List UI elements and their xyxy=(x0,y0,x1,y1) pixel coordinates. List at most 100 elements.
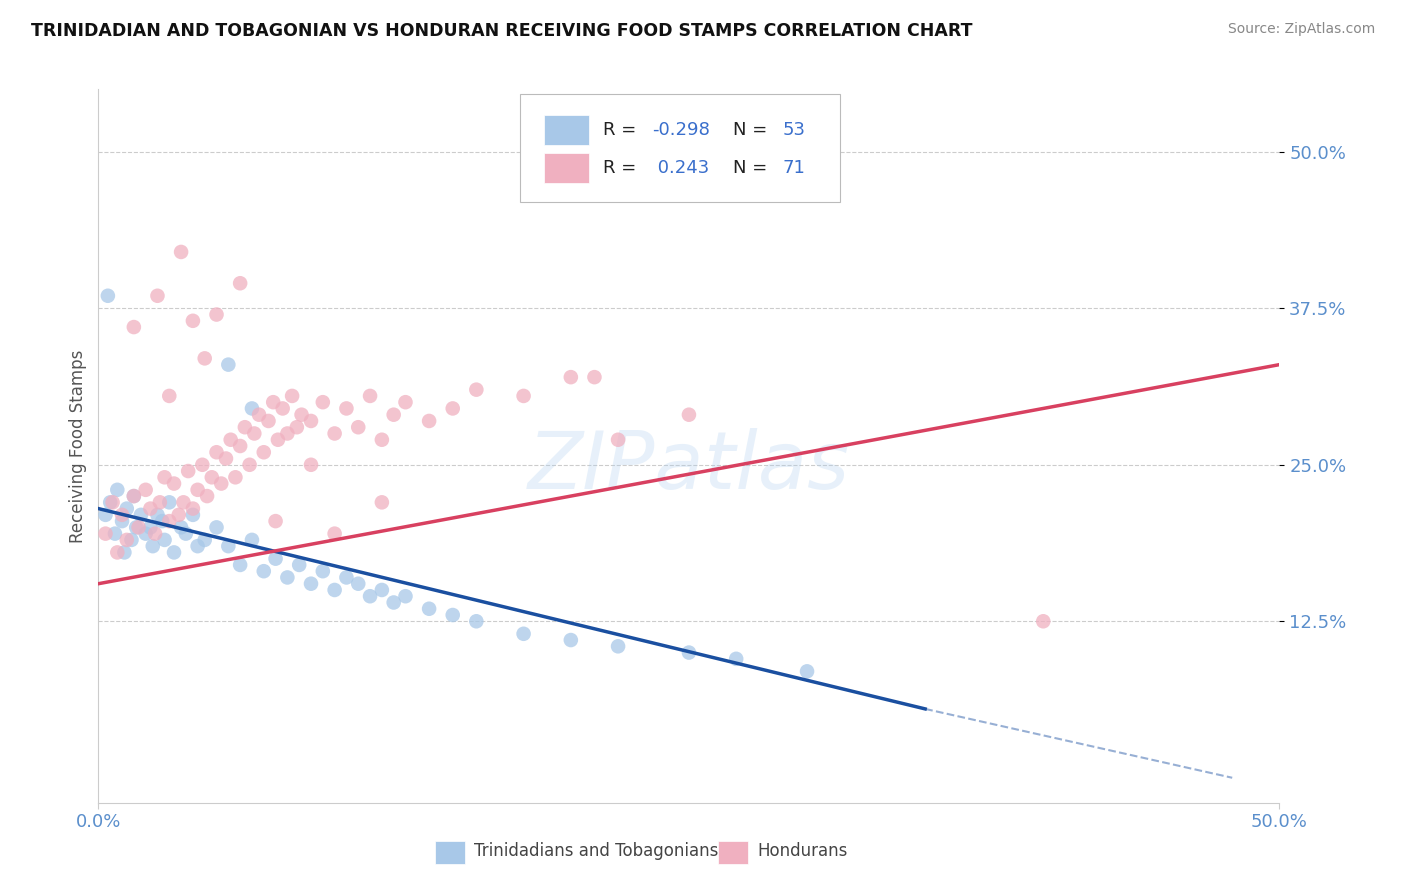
Point xyxy=(153,533,176,547)
Point xyxy=(195,489,218,503)
Point xyxy=(725,652,748,666)
Point xyxy=(607,640,630,654)
Point xyxy=(94,508,117,522)
Point xyxy=(335,570,357,584)
Point xyxy=(125,520,148,534)
Point xyxy=(174,526,197,541)
Point xyxy=(111,508,134,522)
Point xyxy=(177,464,200,478)
Point xyxy=(247,408,270,422)
Point xyxy=(264,551,287,566)
Point xyxy=(143,526,166,541)
Point xyxy=(299,414,322,428)
Point xyxy=(371,495,394,509)
Point xyxy=(135,483,157,497)
Point xyxy=(233,420,256,434)
Point xyxy=(153,470,176,484)
Point xyxy=(382,595,405,609)
Point xyxy=(678,646,700,660)
Point xyxy=(796,665,818,679)
Point xyxy=(418,601,440,615)
Point xyxy=(128,520,150,534)
Text: 53: 53 xyxy=(782,121,806,139)
Point xyxy=(257,414,280,428)
Point xyxy=(335,401,357,416)
Y-axis label: Receiving Food Stamps: Receiving Food Stamps xyxy=(69,350,87,542)
Point xyxy=(146,508,169,522)
Point xyxy=(239,458,262,472)
Point xyxy=(122,489,145,503)
Text: Hondurans: Hondurans xyxy=(758,842,848,860)
Point xyxy=(97,289,120,303)
Point xyxy=(371,433,394,447)
Point xyxy=(678,408,700,422)
Point xyxy=(299,576,322,591)
Point xyxy=(98,495,121,509)
Text: N =: N = xyxy=(733,121,773,139)
Point xyxy=(240,533,263,547)
Point xyxy=(205,445,228,459)
Point xyxy=(105,545,128,559)
Point xyxy=(205,308,228,322)
Point xyxy=(271,401,294,416)
Text: R =: R = xyxy=(603,159,641,177)
Point xyxy=(94,526,117,541)
Point xyxy=(229,277,252,291)
Point xyxy=(101,495,124,509)
Point xyxy=(181,508,204,522)
Point xyxy=(382,408,405,422)
Text: R =: R = xyxy=(603,121,641,139)
Point xyxy=(264,514,287,528)
Point xyxy=(371,582,394,597)
Point xyxy=(359,589,381,603)
Point xyxy=(163,545,186,559)
Text: Trinidadians and Tobagonians: Trinidadians and Tobagonians xyxy=(474,842,718,860)
Point xyxy=(194,533,217,547)
Point xyxy=(209,476,232,491)
Point xyxy=(191,458,214,472)
Point xyxy=(441,607,464,622)
Text: ZIPatlas: ZIPatlas xyxy=(527,428,851,507)
Point xyxy=(299,458,322,472)
Point xyxy=(139,501,162,516)
Point xyxy=(288,558,311,572)
Text: 0.243: 0.243 xyxy=(652,159,710,177)
Text: TRINIDADIAN AND TOBAGONIAN VS HONDURAN RECEIVING FOOD STAMPS CORRELATION CHART: TRINIDADIAN AND TOBAGONIAN VS HONDURAN R… xyxy=(31,22,973,40)
Point xyxy=(115,501,138,516)
FancyBboxPatch shape xyxy=(718,840,748,864)
Point xyxy=(187,483,209,497)
Point xyxy=(512,389,534,403)
Point xyxy=(181,314,204,328)
Point xyxy=(163,476,186,491)
Point xyxy=(323,426,346,441)
Point xyxy=(112,545,135,559)
Point xyxy=(122,489,145,503)
Point xyxy=(560,370,582,384)
Point xyxy=(285,420,308,434)
Point xyxy=(111,514,134,528)
Point xyxy=(262,395,284,409)
Point xyxy=(149,495,172,509)
Point xyxy=(105,483,128,497)
Point xyxy=(267,433,290,447)
Point xyxy=(229,558,252,572)
Point xyxy=(312,564,335,578)
Point xyxy=(170,520,193,534)
Point xyxy=(181,501,204,516)
FancyBboxPatch shape xyxy=(520,95,841,202)
Point xyxy=(157,495,180,509)
Point xyxy=(347,420,370,434)
Point xyxy=(394,395,416,409)
Point xyxy=(122,320,145,334)
Point xyxy=(240,401,263,416)
Point xyxy=(1032,614,1054,628)
Point xyxy=(205,520,228,534)
Point xyxy=(139,520,162,534)
FancyBboxPatch shape xyxy=(434,840,464,864)
Point xyxy=(359,389,381,403)
Point xyxy=(229,439,252,453)
Point xyxy=(276,570,298,584)
Point xyxy=(347,576,370,591)
Point xyxy=(187,539,209,553)
Point xyxy=(217,358,239,372)
